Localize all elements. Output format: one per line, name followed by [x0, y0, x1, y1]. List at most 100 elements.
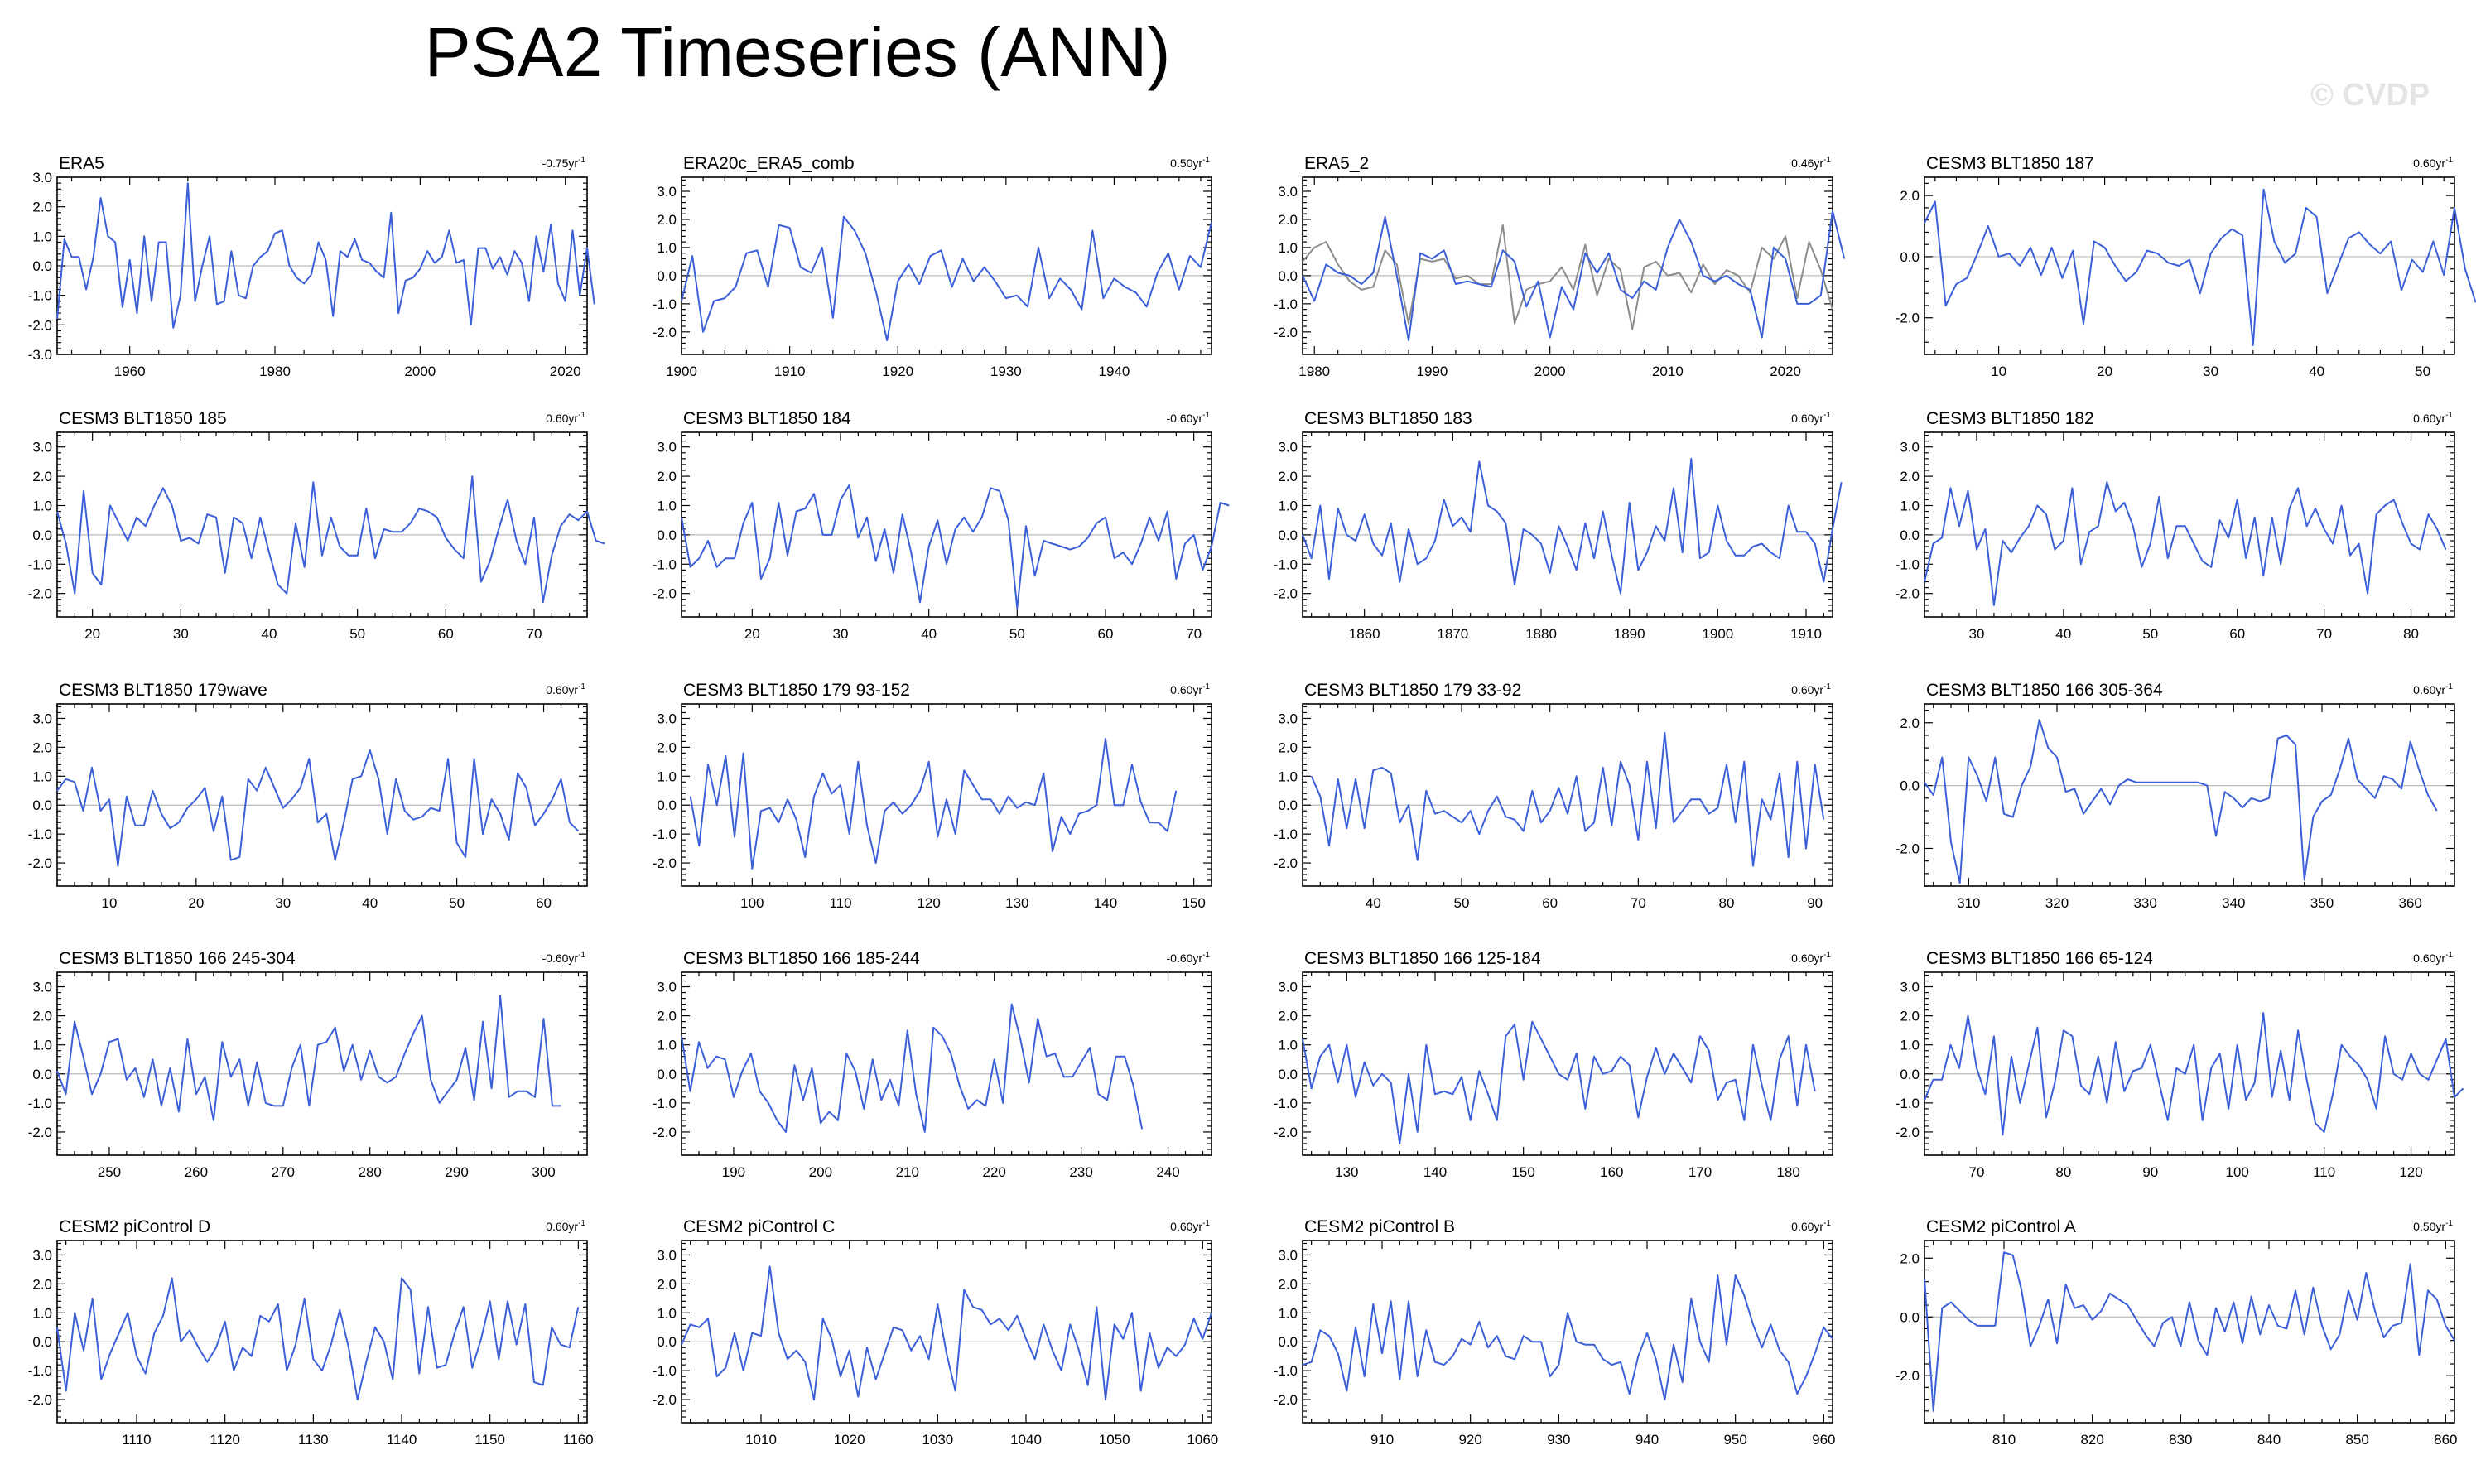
y-tick-label: -2.0	[1896, 311, 1920, 326]
x-tick-label: 50	[2415, 364, 2430, 379]
y-tick-label: 3.0	[657, 980, 677, 995]
y-tick-label: 0.0	[1278, 797, 1298, 813]
y-tick-label: -2.0	[653, 1392, 677, 1408]
y-tick-label: 2.0	[657, 469, 677, 484]
x-tick-label: 350	[2310, 895, 2334, 911]
x-tick-label: 110	[829, 895, 851, 911]
y-tick-label: 2.0	[32, 1276, 52, 1292]
panel-trend: 0.60yr-1	[2413, 411, 2453, 425]
x-tick-label: 850	[2345, 1432, 2368, 1448]
cvdp-watermark: © CVDP	[2310, 78, 2430, 113]
panel-trend: -0.60yr-1	[1167, 411, 1211, 425]
y-tick-label: 3.0	[1278, 440, 1298, 455]
panel-trend-exponent: -1	[578, 156, 585, 165]
y-tick-label: 3.0	[1278, 1247, 1298, 1263]
panel-trend-exponent: -1	[1202, 951, 1210, 960]
x-tick-label: 1890	[1614, 626, 1645, 642]
y-tick-label: 1.0	[1900, 1038, 1920, 1053]
panel-trend: 0.60yr-1	[1791, 682, 1831, 696]
panel-8: CESM3 BLT1850 182 0.60yr-1 -2.0 -1.0 0.0 1.0 2…	[1896, 409, 2455, 642]
y-tick-label: -1.0	[1896, 556, 1920, 572]
y-tick-label: 1.0	[1900, 498, 1920, 513]
panel-trend-exponent: -1	[578, 951, 585, 960]
panel-trend: -0.60yr-1	[542, 951, 586, 965]
panel-trend: 0.60yr-1	[546, 1219, 585, 1233]
x-tick-label: 70	[2316, 626, 2332, 642]
y-tick-label: 0.0	[657, 528, 677, 543]
x-tick-label: 1900	[666, 364, 697, 379]
x-tick-label: 40	[2309, 364, 2324, 379]
x-tick-label: 200	[809, 1164, 832, 1180]
panel-20: CESM2 piControl A 0.50yr-1 -2.0 0.0 2.0 810 82…	[1896, 1217, 2458, 1448]
x-tick-label: 30	[2203, 364, 2218, 379]
x-tick-label: 240	[1156, 1164, 1179, 1180]
y-tick-label: -1.0	[28, 556, 52, 572]
plot-frame	[56, 1240, 588, 1424]
x-tick-label: 30	[1968, 626, 1984, 642]
panel-15: CESM3 BLT1850 166 125-184 0.60yr-1 -2.0 -1.…	[1274, 949, 1833, 1180]
y-tick-label: 1.0	[1278, 1305, 1298, 1321]
x-tick-label: 110	[2313, 1164, 2335, 1180]
x-tick-label: 100	[2226, 1164, 2249, 1180]
y-tick-label: 3.0	[1278, 711, 1298, 726]
panel-trend: 0.50yr-1	[1170, 156, 1210, 170]
series-line-1	[681, 215, 1212, 341]
y-tick-label: 0.0	[1900, 528, 1920, 543]
y-tick-label: 0.0	[32, 1067, 52, 1082]
y-tick-label: 2.0	[1278, 1276, 1298, 1292]
panel-title: CESM2 piControl C	[683, 1217, 835, 1236]
x-tick-label: 30	[275, 895, 291, 911]
x-tick-label: 1030	[922, 1432, 953, 1448]
series-line-1	[1302, 224, 1833, 330]
panel-trend-exponent: -1	[1202, 682, 1210, 691]
x-tick-label: 150	[1182, 895, 1205, 911]
plot-frame	[681, 176, 1212, 355]
y-tick-label: 0.0	[1900, 778, 1920, 794]
y-tick-label: -1.0	[28, 288, 52, 304]
y-tick-label: 1.0	[1278, 498, 1298, 513]
y-tick-label: -1.0	[1274, 1363, 1298, 1379]
series-line-1	[1310, 731, 1825, 867]
y-tick-label: 0.0	[657, 797, 677, 813]
main-title: PSA2 Timeseries (ANN)	[424, 13, 1171, 91]
panel-trend: 0.50yr-1	[2413, 1219, 2453, 1233]
y-tick-label: 2.0	[32, 740, 52, 755]
series-line-2	[1302, 210, 1846, 341]
y-tick-label: 1.0	[32, 1038, 52, 1053]
x-tick-label: 1020	[834, 1432, 865, 1448]
y-tick-label: -2.0	[1274, 325, 1298, 340]
y-tick-label: 1.0	[32, 498, 52, 513]
panel-9: CESM3 BLT1850 179wave 0.60yr-1 -2.0 -1.0 0.0…	[28, 681, 588, 911]
panel-title: CESM2 piControl A	[1926, 1217, 2076, 1236]
panel-trend: 0.60yr-1	[546, 682, 585, 696]
y-tick-label: 2.0	[1900, 1250, 1920, 1266]
x-tick-label: 2000	[404, 364, 436, 379]
y-tick-label: 3.0	[1278, 980, 1298, 995]
panel-title: CESM2 piControl B	[1304, 1217, 1455, 1236]
y-tick-label: 2.0	[32, 1009, 52, 1024]
x-tick-label: 940	[1635, 1432, 1659, 1448]
y-tick-label: 0.0	[657, 268, 677, 284]
y-tick-label: -1.0	[1274, 1096, 1298, 1111]
x-tick-label: 80	[1719, 895, 1735, 911]
series-line-1	[689, 737, 1178, 870]
x-tick-label: 150	[1511, 1164, 1534, 1180]
panel-title: CESM3 BLT1850 185	[59, 409, 227, 428]
panel-title: CESM3 BLT1850 179wave	[59, 681, 267, 700]
y-tick-label: 1.0	[1278, 768, 1298, 784]
y-tick-label: -1.0	[1896, 1096, 1920, 1111]
panel-18: CESM2 piControl C 0.60yr-1 -2.0 -1.0 0.0 1.0 2…	[653, 1217, 1219, 1448]
y-tick-label: 2.0	[1278, 469, 1298, 484]
x-tick-label: 140	[1423, 1164, 1447, 1180]
y-tick-label: -1.0	[653, 296, 677, 312]
plot-frame	[56, 703, 588, 887]
y-tick-label: -1.0	[28, 1096, 52, 1111]
series-line-1	[1924, 188, 2476, 346]
y-tick-label: -2.0	[653, 855, 677, 871]
x-tick-label: 60	[1542, 895, 1558, 911]
y-tick-label: 2.0	[32, 200, 52, 215]
x-tick-label: 120	[917, 895, 940, 911]
y-tick-label: -2.0	[1896, 841, 1920, 856]
y-tick-label: 3.0	[32, 1247, 52, 1263]
panel-title: CESM3 BLT1850 179 93-152	[683, 681, 910, 700]
